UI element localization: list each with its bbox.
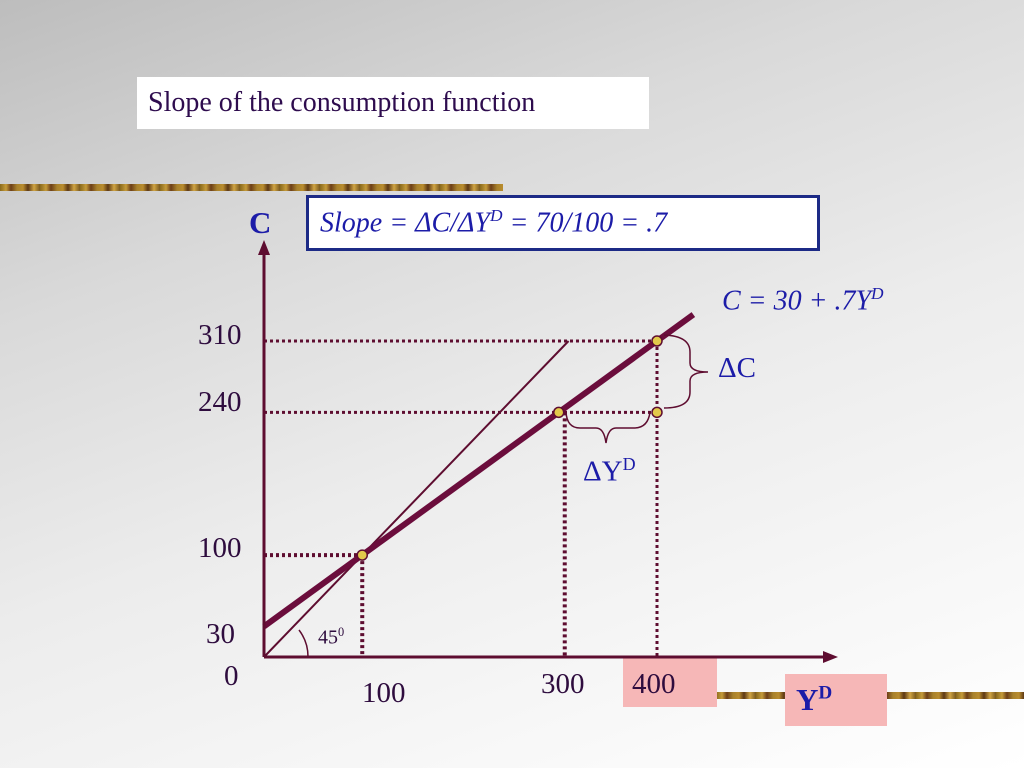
x-axis-arrowhead (823, 651, 838, 663)
slide-title-text: Slope of the consumption function (148, 87, 536, 118)
data-point (356, 549, 368, 561)
y-tick-label: 30 (206, 618, 235, 650)
data-point (553, 406, 565, 419)
y-tick-label: 240 (198, 386, 242, 418)
delta-c-brace (663, 334, 709, 409)
x-tick-400-highlight (623, 657, 717, 707)
y-axis-arrowhead (258, 240, 270, 255)
delta-y-brace (565, 411, 651, 444)
origin-label: 0 (224, 660, 239, 692)
delta-y-label: ΔYD (583, 454, 636, 488)
y-axis-label: C (249, 205, 272, 240)
dotted-guide-lines (264, 339, 659, 657)
x-tick-label: 100 (362, 677, 406, 709)
top-decorative-stripe (0, 184, 503, 191)
angle-arc (298, 629, 309, 658)
x-tick-label: 300 (541, 668, 585, 700)
angle-label: 450 (318, 625, 345, 649)
x-tick-label: 400 (632, 668, 676, 700)
slide-title: Slope of the consumption function (137, 77, 649, 129)
y-tick-label: 100 (198, 532, 242, 564)
y-tick-label: 310 (198, 319, 242, 351)
data-points (356, 335, 663, 561)
slope-formula-box: Slope = ΔC/ΔYD = 70/100 = .7 (306, 195, 820, 251)
slope-formula-text: Slope = ΔC/ΔYD = 70/100 = .7 (320, 206, 668, 239)
data-point (651, 406, 663, 419)
data-point (651, 335, 663, 347)
x-axis-label-highlight (785, 674, 887, 726)
x-axis-label: YD (796, 682, 833, 717)
consumption-function-line (262, 312, 696, 629)
forty-five-degree-line (263, 340, 570, 658)
consumption-equation: C = 30 + .7YD (722, 284, 884, 317)
delta-c-label: ΔC (718, 352, 756, 384)
